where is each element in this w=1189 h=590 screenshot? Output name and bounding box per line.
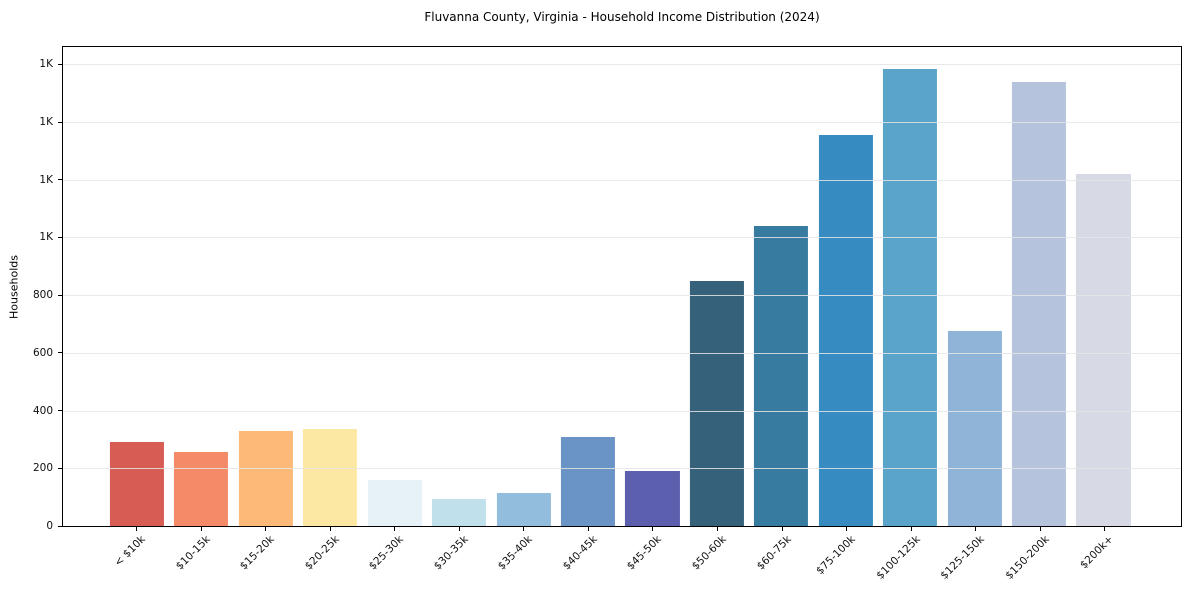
bar-10k: [109, 442, 164, 526]
bar-30-35k: [432, 498, 487, 526]
bar-45-50k: [625, 471, 680, 526]
bar-35-40k: [496, 492, 551, 526]
bar-125-150k: [947, 331, 1002, 526]
bar-100-125k: [883, 68, 938, 526]
x-tick-label: $150-200k: [1003, 533, 1052, 582]
gridline: [63, 122, 1181, 124]
x-tick-label: $45-50k: [625, 533, 665, 573]
gridline: [63, 64, 1181, 66]
y-tick-mark: [58, 63, 62, 65]
y-tick-mark: [58, 525, 62, 527]
x-tick-label: $15-20k: [237, 533, 277, 573]
x-tick-label: $25-30k: [366, 533, 407, 573]
y-axis-label: Households: [7, 255, 21, 319]
plot-area: [62, 46, 1182, 527]
x-tick-label: $60-75k: [754, 533, 794, 573]
chart-title: Fluvanna County, Virginia - Household In…: [424, 10, 820, 24]
bar-10-15k: [174, 452, 229, 526]
x-tick-mark: [846, 527, 848, 531]
x-tick-label: $35-40k: [496, 533, 536, 573]
x-tick-mark: [265, 527, 267, 531]
y-tick-label: 200: [32, 462, 53, 475]
x-tick-label: $100-125k: [873, 533, 923, 582]
x-tick-mark: [717, 527, 719, 531]
bar-200k: [1076, 173, 1131, 526]
bar-20-25k: [303, 429, 358, 526]
x-tick-label: < $10k: [112, 533, 148, 569]
y-tick-mark: [58, 121, 62, 123]
x-tick-mark: [394, 527, 396, 531]
x-tick-mark: [136, 527, 138, 531]
gridline: [63, 352, 1181, 354]
x-tick-mark: [910, 527, 912, 531]
bar-60-75k: [754, 225, 809, 526]
x-tick-label: $125-150k: [938, 533, 988, 582]
bar-15-20k: [238, 430, 293, 526]
bar-40-45k: [560, 436, 616, 526]
x-tick-label: $10-15k: [173, 533, 213, 573]
bar-50-60k: [689, 280, 744, 526]
y-tick-label: 1K: [39, 116, 53, 129]
y-tick-mark: [58, 294, 62, 296]
y-tick-label: 800: [32, 289, 53, 302]
y-tick-label: 0: [46, 520, 53, 532]
y-tick-label: 1K: [39, 173, 53, 186]
bar-75-100k: [818, 135, 873, 526]
y-tick-label: 400: [32, 404, 53, 417]
x-tick-mark: [587, 527, 589, 531]
x-tick-mark: [1039, 527, 1041, 531]
x-tick-mark: [652, 527, 654, 531]
x-tick-label: $200k+: [1078, 533, 1117, 572]
x-tick-mark: [781, 527, 783, 531]
x-tick-label: $40-45k: [560, 533, 600, 573]
x-tick-mark: [329, 527, 331, 531]
y-tick-mark: [58, 236, 62, 238]
y-tick-mark: [58, 179, 62, 181]
y-tick-mark: [58, 352, 62, 354]
x-tick-mark: [458, 527, 460, 531]
gridline: [63, 410, 1181, 412]
gridline: [63, 295, 1181, 297]
y-tick-label: 1K: [39, 231, 53, 244]
x-tick-label: $50-60k: [689, 533, 729, 573]
x-tick-mark: [200, 527, 202, 531]
y-tick-mark: [58, 410, 62, 412]
gridline: [63, 468, 1181, 470]
gridline: [63, 237, 1181, 239]
gridline: [63, 179, 1181, 181]
x-tick-label: $30-35k: [431, 533, 471, 573]
bar-150-200k: [1011, 81, 1067, 526]
x-tick-label: $75-100k: [814, 533, 858, 578]
x-tick-mark: [1104, 527, 1106, 531]
x-tick-mark: [523, 527, 525, 531]
y-tick-label: 600: [32, 346, 53, 359]
x-tick-label: $20-25k: [302, 533, 342, 573]
x-tick-mark: [975, 527, 977, 531]
bar-25-30k: [367, 479, 422, 526]
y-tick-label: 1K: [39, 58, 53, 71]
y-tick-mark: [58, 467, 62, 469]
